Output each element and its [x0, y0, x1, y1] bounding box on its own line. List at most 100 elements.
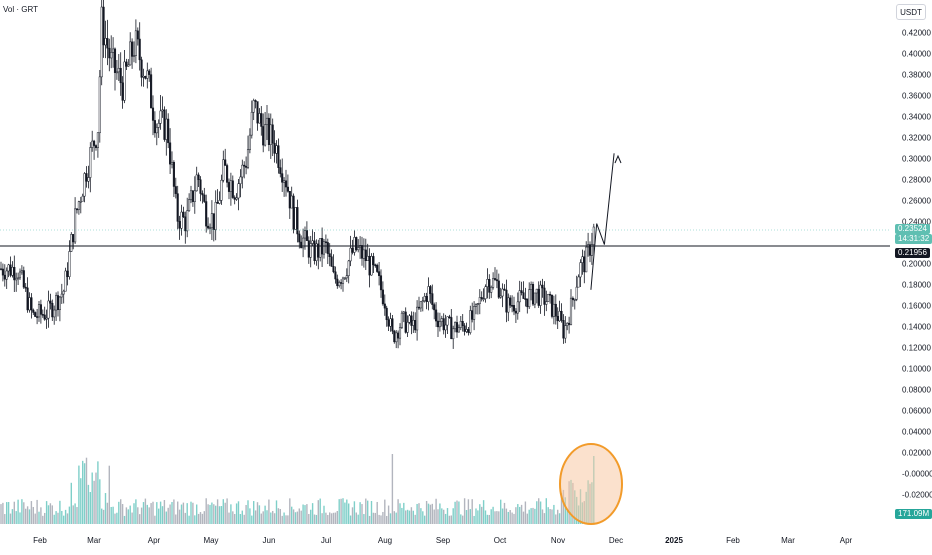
candle-body [180, 211, 183, 229]
candle-body [93, 140, 96, 146]
candle-body [13, 266, 16, 281]
candle-body [243, 164, 246, 167]
candle-body [119, 67, 122, 84]
candle-body [292, 195, 295, 230]
volume-bar [564, 497, 566, 524]
volume-bar [342, 498, 344, 524]
candle-body [368, 255, 371, 276]
volume-bar [463, 498, 466, 524]
volume-bar [496, 511, 498, 524]
candle-body [562, 320, 565, 339]
volume-bar [285, 515, 287, 524]
volume-bar [199, 512, 202, 524]
volume-bar [300, 510, 302, 524]
candle-body [486, 278, 489, 287]
volume-bar [391, 454, 394, 524]
candle-body [322, 241, 326, 255]
volume-bar [49, 503, 52, 524]
price-tick-label: 0.42000 [902, 29, 931, 38]
volume-bar [414, 514, 416, 524]
candle-body [197, 174, 200, 180]
volume-bar [47, 505, 50, 524]
price-axis[interactable]: 0.42000 0.40000 0.38000 0.36000 0.34000 0.320… [902, 29, 932, 500]
candle-body [178, 221, 181, 229]
candle-body [406, 321, 409, 333]
volume-bar [180, 504, 183, 524]
candle-body [224, 159, 227, 166]
candle-body [558, 310, 561, 322]
volume-bar [197, 513, 200, 524]
candle-body [129, 41, 132, 66]
volume-bar [213, 504, 215, 524]
time-tick-label: Feb [726, 536, 740, 545]
candle-body [96, 132, 99, 148]
volume-bar [228, 512, 230, 524]
candle-body [372, 256, 375, 266]
volume-bar [429, 504, 432, 524]
volume-bar [532, 507, 534, 524]
volume-bar [235, 503, 238, 524]
time-tick-label: Feb [33, 536, 47, 545]
volume-bar [268, 499, 270, 524]
volume-bar [336, 510, 338, 524]
currency-label[interactable]: USDT [896, 4, 926, 20]
candle-body [153, 120, 156, 134]
volume-bar [329, 512, 331, 524]
candle-body [357, 247, 360, 251]
candle-body [220, 179, 223, 201]
candle-body [326, 242, 329, 254]
volume-bar [524, 501, 527, 524]
candle-body [56, 295, 60, 310]
time-tick-label: Mar [87, 536, 101, 545]
volume-bar [545, 498, 547, 524]
candle-body [267, 117, 270, 145]
volume-bar [237, 501, 240, 524]
volume-bar [425, 500, 428, 524]
volume-bar [45, 501, 48, 524]
price-tick-label: 0.10000 [902, 365, 931, 374]
price-tick-label: 0.06000 [902, 407, 931, 416]
candle-body [89, 147, 92, 178]
candle-body [440, 318, 443, 323]
volume-bar [251, 515, 253, 524]
candle-body [51, 302, 54, 318]
candle-body [186, 210, 189, 232]
candle-body [231, 180, 234, 198]
candle-body [528, 289, 531, 308]
candle-body [0, 268, 3, 270]
candle-body [549, 294, 552, 296]
candle-body [53, 309, 56, 318]
volume-bar [112, 506, 114, 524]
volume-bar [311, 503, 314, 524]
candle-body [330, 256, 333, 267]
volume-bar [515, 507, 517, 524]
volume-bar [323, 505, 325, 524]
candle-body [530, 284, 533, 290]
volume-bar [484, 510, 487, 524]
candle-body [469, 310, 472, 333]
volume-bar [365, 498, 367, 524]
candle-body [210, 213, 213, 229]
time-axis[interactable]: Feb Mar Apr May Jun Jul Aug Sep Oct Nov Dec 2025 Feb… [33, 536, 852, 545]
candle-body [18, 271, 22, 279]
volume-bar [378, 514, 380, 524]
volume-bar [291, 506, 293, 524]
price-tick-label: 0.14000 [902, 323, 931, 332]
volume-bar [2, 502, 4, 524]
volume-bar [95, 472, 97, 524]
candle-body [484, 286, 487, 299]
volume-bar [158, 508, 160, 524]
volume-bar [467, 499, 470, 524]
projection-arrow[interactable] [590, 153, 615, 290]
candle-body [417, 306, 421, 309]
candle-body [172, 161, 175, 187]
candle-body [22, 270, 25, 288]
candle-body [452, 328, 455, 340]
candle-body [218, 200, 221, 204]
candle-body [100, 6, 103, 78]
volume-bar [216, 499, 219, 524]
volume-bar [17, 499, 19, 524]
candle-body [378, 271, 381, 276]
candle-body [575, 286, 578, 300]
